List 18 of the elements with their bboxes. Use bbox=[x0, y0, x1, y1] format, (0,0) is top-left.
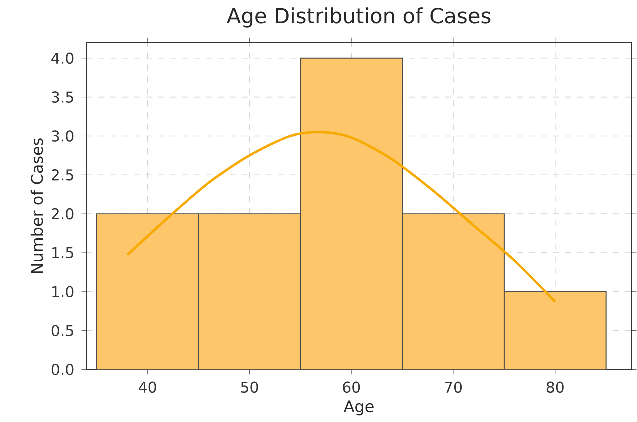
y-axis-title: Number of Cases bbox=[30, 138, 44, 274]
x-tick-label: 50 bbox=[241, 382, 258, 393]
y-tick-label: 1.0 bbox=[52, 286, 74, 298]
y-tick-label: 3.0 bbox=[52, 130, 74, 142]
y-tick-label: 3.5 bbox=[52, 92, 74, 103]
x-tick-label: 80 bbox=[546, 382, 564, 393]
x-tick-label: 70 bbox=[445, 382, 462, 393]
chart-title: Age Distribution of Cases bbox=[227, 7, 491, 28]
y-tick-label: 0.5 bbox=[52, 324, 74, 336]
x-tick-label: 40 bbox=[139, 382, 156, 393]
x-tick-label: 60 bbox=[343, 382, 360, 393]
y-tick-label: 2.0 bbox=[52, 208, 74, 220]
y-tick-label: 2.5 bbox=[52, 169, 74, 181]
line-series bbox=[126, 130, 557, 304]
y-tick-label: 0.0 bbox=[52, 364, 74, 376]
x-axis-title: Age bbox=[344, 400, 374, 416]
y-tick-label: 4.0 bbox=[52, 52, 74, 64]
y-tick-label: 1.5 bbox=[52, 247, 74, 258]
